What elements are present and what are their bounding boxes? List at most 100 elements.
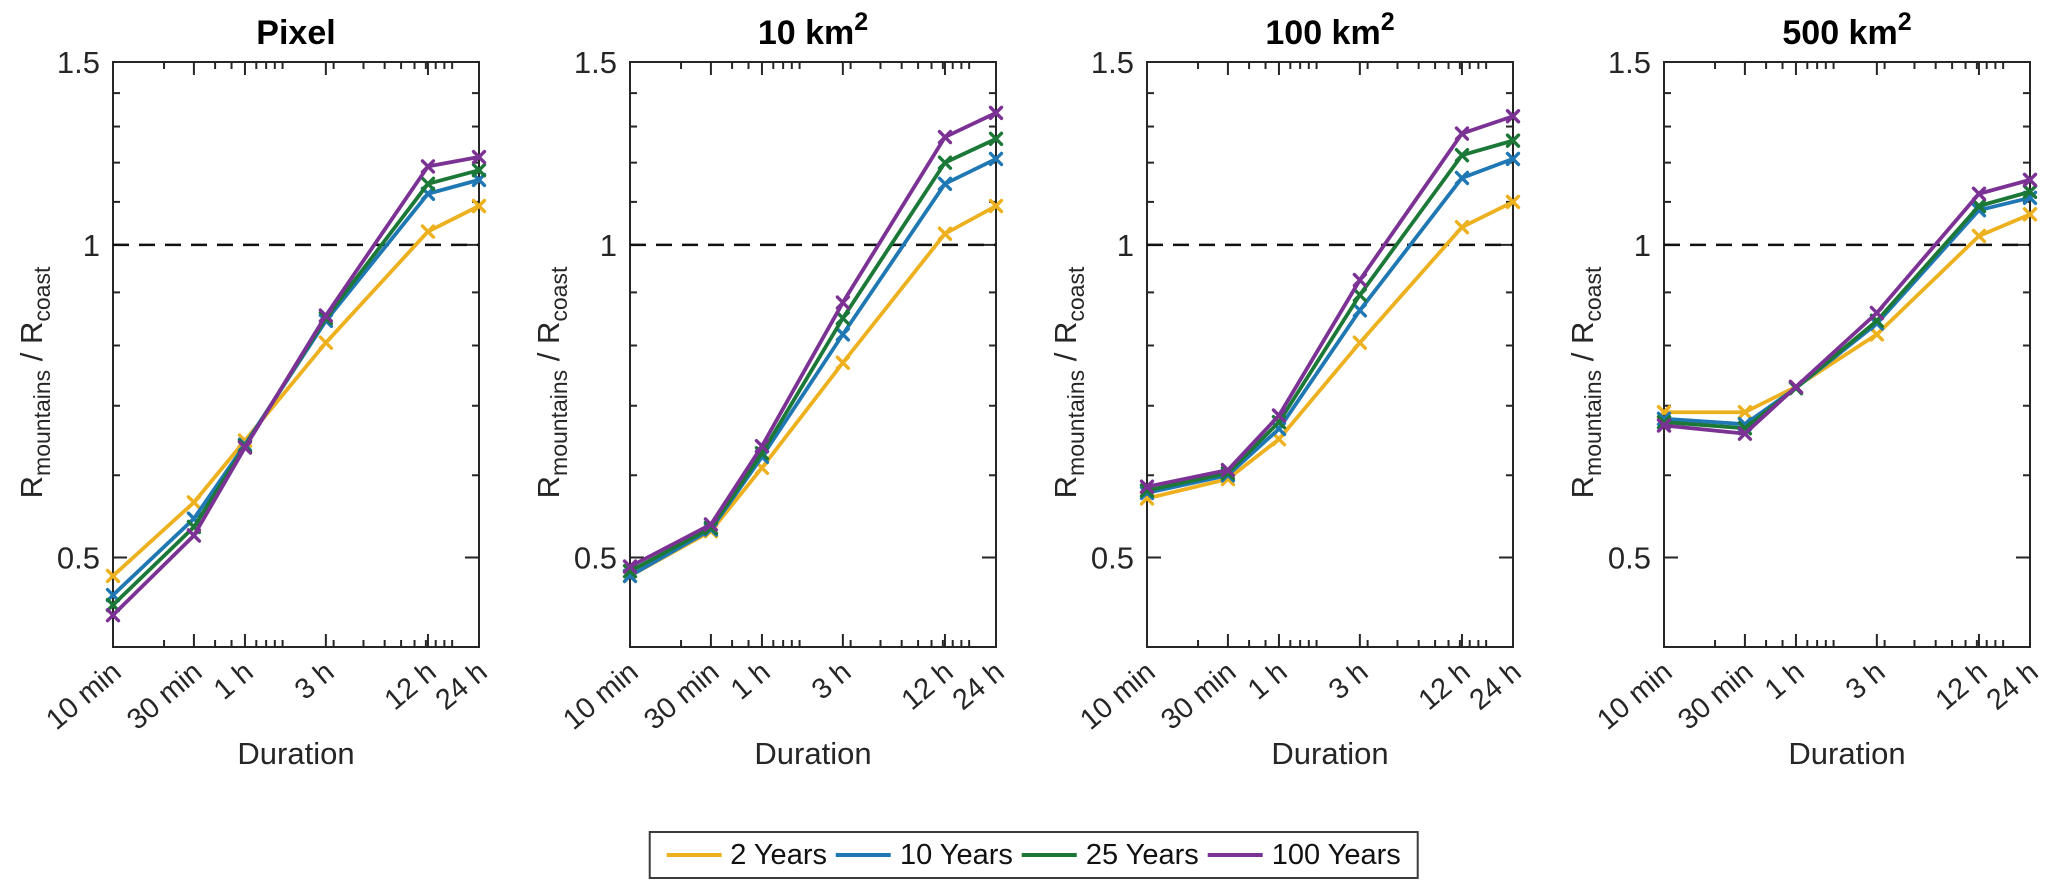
series-marker-100-years: [105, 607, 121, 623]
series-marker-25-years: [2022, 184, 2038, 199]
series-marker-10-years: [105, 587, 121, 603]
series-marker-100-years: [1788, 379, 1804, 395]
series-line-2-years: [629, 204, 997, 578]
y-tick-label: 1.5: [57, 45, 100, 80]
series-marker-25-years: [835, 310, 851, 326]
series-marker-25-years: [1352, 287, 1368, 303]
y-axis-label: Rmountains / Rcoast: [1565, 266, 1606, 498]
y-tick-label: 1: [1634, 228, 1651, 263]
x-tick-label: 12 h: [379, 656, 443, 717]
x-tick-label: 24 h: [1464, 656, 1528, 717]
x-tick-label: 3 h: [289, 656, 340, 706]
x-tick-label: 12 h: [1930, 656, 1994, 717]
x-tick-label: 1 h: [725, 656, 776, 706]
x-axis-label: Duration: [237, 736, 354, 771]
y-tick-label: 0.5: [1091, 540, 1134, 575]
series-marker-2-years: [1454, 219, 1470, 235]
series-line-25-years: [1663, 189, 2031, 431]
legend-line-10-years: [835, 853, 891, 857]
series-marker-2-years: [471, 198, 487, 214]
series-marker-100-years: [1656, 418, 1672, 433]
legend-label-25-years: 25 Years: [1085, 838, 1199, 871]
legend-line-2-years: [666, 853, 722, 857]
series-marker-100-years: [622, 559, 638, 574]
x-tick-label: 1 h: [1759, 656, 1810, 706]
series-marker-2-years: [420, 224, 436, 239]
x-axis-label: Duration: [754, 736, 871, 771]
legend-label-100-years: 100 Years: [1271, 838, 1401, 871]
series-marker-10-years: [937, 176, 953, 192]
x-tick-label: 10 min: [1591, 656, 1678, 736]
series-marker-10-years: [1505, 151, 1521, 167]
series-marker-100-years: [420, 159, 436, 174]
series-marker-100-years: [835, 295, 851, 310]
series-marker-2-years: [1352, 335, 1368, 350]
series-marker-2-years: [937, 226, 953, 241]
series-marker-2-years: [2022, 207, 2038, 222]
x-tick-label: 30 min: [638, 656, 725, 736]
series-marker-10-years: [1454, 170, 1470, 186]
x-tick-label: 10 min: [557, 656, 644, 736]
legend-entry-2-years: 2 Years: [666, 839, 827, 872]
series-marker-2-years: [1505, 194, 1521, 210]
series-marker-25-years: [105, 597, 121, 613]
panel-title: Pixel: [256, 14, 335, 52]
legend: 2 Years 10 Years 25 Years 100 Years: [648, 831, 1419, 879]
series-line-2-years: [1664, 212, 2031, 415]
panel-title: 100 km2: [1265, 8, 1394, 52]
series-marker-10-years: [988, 151, 1004, 167]
y-tick-label: 1: [1117, 228, 1134, 263]
legend-entry-25-years: 25 Years: [1021, 838, 1199, 872]
y-tick-label: 0.5: [574, 540, 617, 575]
y-tick-label: 1.5: [1608, 45, 1651, 80]
x-tick-label: 1 h: [208, 656, 259, 706]
series-marker-10-years: [835, 327, 851, 342]
x-axis-label: Duration: [1271, 736, 1388, 771]
series-marker-100-years: [988, 105, 1004, 121]
axis-box: [1146, 61, 1514, 648]
y-tick-label: 1: [83, 228, 100, 263]
series-marker-25-years: [937, 155, 953, 170]
panel-title: 500 km2: [1782, 8, 1911, 52]
series-line-10-years: [1146, 157, 1514, 495]
axis-box: [629, 61, 997, 648]
series-marker-100-years: [186, 528, 202, 543]
series-marker-100-years: [1220, 462, 1236, 478]
y-tick-label: 0.5: [57, 540, 100, 575]
series-marker-100-years: [2022, 172, 2038, 188]
x-tick-label: 30 min: [1155, 656, 1242, 736]
y-axis-label: Rmountains / Rcoast: [531, 266, 572, 498]
series-line-10-years: [629, 157, 997, 578]
x-tick-label: 24 h: [430, 656, 494, 717]
series-marker-100-years: [1971, 186, 1987, 201]
x-tick-label: 10 min: [40, 656, 127, 736]
legend-label-10-years: 10 Years: [899, 838, 1013, 871]
series-line-2-years: [1146, 200, 1514, 501]
axis-box: [1663, 61, 2031, 648]
series-line-100-years: [1663, 178, 2031, 436]
x-tick-label: 3 h: [1323, 656, 1374, 706]
series-line-10-years: [111, 178, 480, 597]
series-marker-100-years: [1454, 126, 1470, 141]
series-marker-100-years: [1139, 479, 1155, 494]
x-tick-label: 30 min: [1672, 656, 1759, 736]
series-marker-25-years: [1971, 198, 1987, 214]
legend-entry-10-years: 10 Years: [835, 838, 1013, 872]
axis-box: [112, 61, 480, 648]
x-tick-label: 24 h: [1981, 656, 2045, 717]
y-tick-label: 1.5: [574, 45, 617, 80]
legend-label-2-years: 2 Years: [730, 838, 827, 871]
x-tick-label: 3 h: [806, 656, 857, 706]
series-marker-100-years: [1271, 408, 1287, 423]
series-line-100-years: [1146, 114, 1514, 489]
x-axis-label: Duration: [1788, 736, 1905, 771]
series-marker-2-years: [835, 355, 851, 370]
y-tick-label: 1: [600, 228, 617, 263]
series-line-100-years: [111, 155, 480, 617]
series-marker-100-years: [937, 129, 953, 145]
